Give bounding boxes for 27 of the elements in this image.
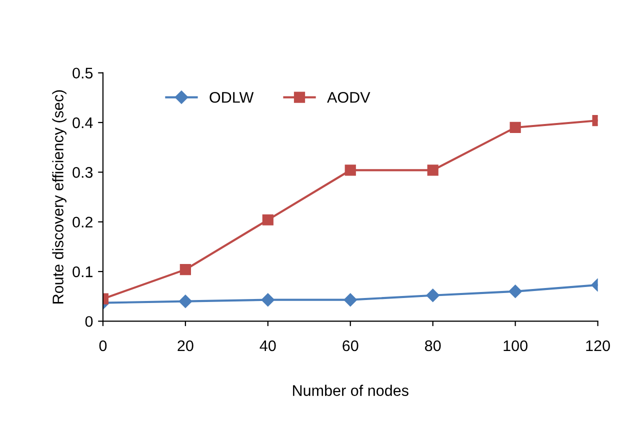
x-tick-label: 60: [342, 340, 358, 352]
point: [344, 164, 356, 176]
x-tick-label: 100: [504, 340, 528, 352]
y-tick-label: 0.4: [72, 117, 93, 128]
point: [427, 164, 438, 176]
x-tick-label: 20: [178, 340, 194, 352]
x-tick-label: 80: [425, 340, 441, 352]
legend-label: AODV: [327, 92, 370, 103]
point: [344, 293, 357, 306]
point: [262, 214, 274, 226]
y-tick-label: 0.2: [72, 216, 92, 228]
y-axis-title: Route discovery efficiency (sec): [52, 90, 66, 304]
y-tick-label: 0.1: [72, 266, 92, 278]
y-tick-label: 0.3: [72, 167, 93, 178]
point: [178, 294, 192, 308]
point: [261, 293, 274, 306]
x-tick-label: 0: [99, 340, 107, 352]
x-axis-title: Number of nodes: [293, 384, 408, 396]
point: [508, 284, 522, 298]
point: [510, 122, 521, 134]
point: [180, 264, 191, 276]
x-tick-label: 40: [260, 340, 276, 352]
legend-label: ODLW: [210, 92, 254, 103]
y-tick-label: 0.5: [72, 68, 93, 79]
x-tick-label: 120: [586, 340, 610, 352]
point: [426, 288, 440, 302]
y-tick-label: 0: [85, 316, 93, 327]
